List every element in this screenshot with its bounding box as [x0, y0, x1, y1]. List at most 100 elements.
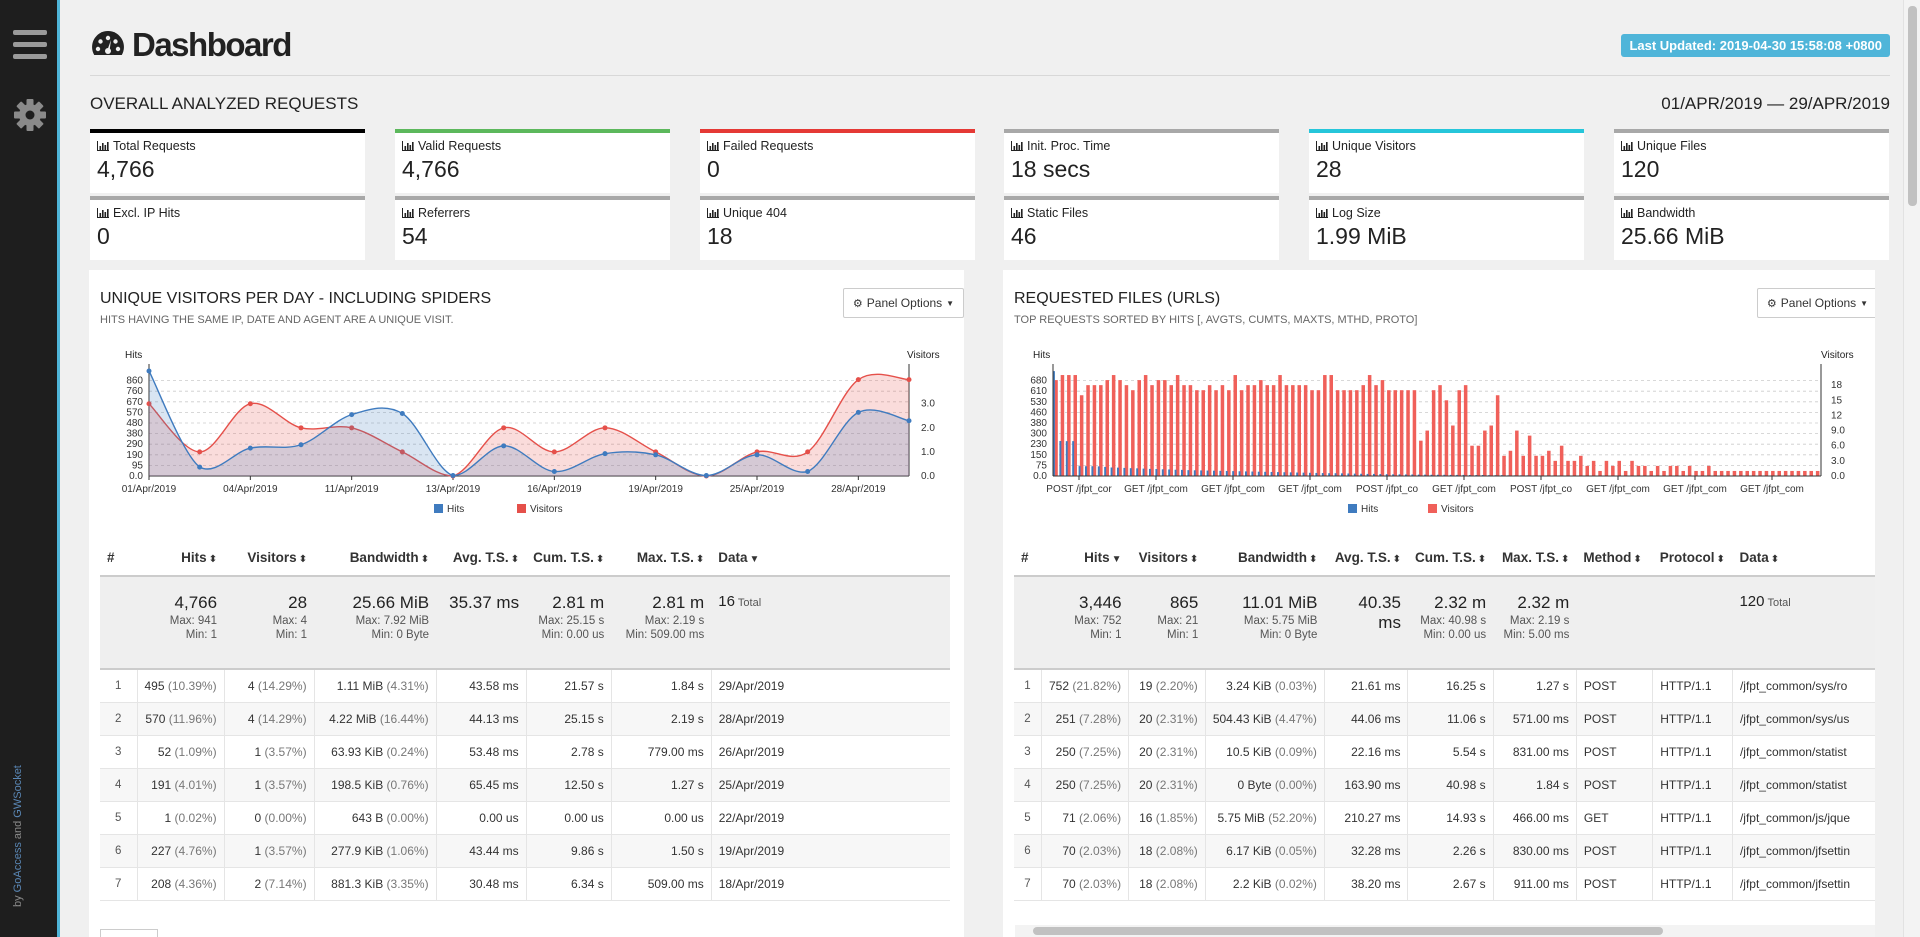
bar-visitors[interactable]: [1188, 385, 1193, 476]
bar-hits[interactable]: [1251, 471, 1254, 476]
bar-hits[interactable]: [1136, 468, 1139, 476]
bar-visitors[interactable]: [1553, 460, 1557, 476]
bar-hits[interactable]: [1283, 472, 1286, 476]
bar-hits[interactable]: [1289, 472, 1292, 476]
bar-visitors[interactable]: [1617, 460, 1621, 476]
bar-visitors[interactable]: [1521, 455, 1525, 476]
data-point[interactable]: [349, 425, 355, 431]
bar-visitors[interactable]: [1547, 450, 1551, 476]
data-point[interactable]: [653, 452, 659, 458]
table-row[interactable]: 6 227 (4.76%) 1 (3.57%) 277.9 KiB (1.06%) 43…: [100, 834, 951, 868]
data-point[interactable]: [247, 445, 253, 451]
bar-visitors[interactable]: [1604, 460, 1609, 476]
bar-visitors[interactable]: [1681, 470, 1685, 476]
requests-panel-options-button[interactable]: ⚙ Panel Options ▼: [1757, 288, 1875, 318]
bar-visitors[interactable]: [1111, 375, 1116, 476]
bar-visitors[interactable]: [1271, 385, 1276, 476]
bar-hits[interactable]: [1129, 468, 1132, 476]
bar-visitors[interactable]: [1508, 450, 1513, 476]
data-point[interactable]: [197, 449, 203, 455]
column-header[interactable]: Avg. T.S. ⬍: [436, 540, 527, 577]
table-row[interactable]: 7 208 (4.36%) 2 (7.14%) 881.3 KiB (3.35%) 30…: [100, 867, 951, 901]
data-point[interactable]: [501, 443, 507, 449]
bar-visitors[interactable]: [1342, 390, 1346, 476]
column-header[interactable]: Hits ⬍: [137, 540, 225, 577]
column-header[interactable]: Data ⬍: [1732, 540, 1875, 577]
bar-hits[interactable]: [1385, 474, 1388, 476]
bar-visitors[interactable]: [1201, 390, 1205, 476]
data-point[interactable]: [754, 452, 760, 458]
bar-visitors[interactable]: [1239, 390, 1244, 476]
bar-hits[interactable]: [1193, 470, 1196, 476]
bar-visitors[interactable]: [1073, 375, 1077, 476]
data-point[interactable]: [855, 377, 861, 383]
bar-visitors[interactable]: [1367, 375, 1372, 476]
bar-visitors[interactable]: [1463, 385, 1468, 476]
table-row[interactable]: 1 752 (21.82%) 19 (2.20%) 3.24 KiB (0.03%) 2…: [1014, 669, 1875, 703]
bar-hits[interactable]: [1257, 471, 1260, 476]
bar-hits[interactable]: [1200, 470, 1203, 476]
bar-visitors[interactable]: [1771, 470, 1775, 476]
bar-visitors[interactable]: [1566, 460, 1570, 476]
bar-hits[interactable]: [1085, 466, 1087, 476]
bar-visitors[interactable]: [1374, 385, 1378, 476]
bar-visitors[interactable]: [1355, 390, 1359, 476]
bar-visitors[interactable]: [1559, 445, 1564, 476]
bar-visitors[interactable]: [1425, 430, 1429, 476]
bar-visitors[interactable]: [1086, 385, 1090, 476]
bar-hits[interactable]: [1366, 473, 1369, 476]
bar-visitors[interactable]: [1687, 465, 1692, 476]
bar-visitors[interactable]: [1335, 390, 1340, 476]
bar-hits[interactable]: [1424, 474, 1427, 476]
data-point[interactable]: [703, 473, 709, 479]
bar-hits[interactable]: [1142, 468, 1145, 476]
bar-hits[interactable]: [1206, 470, 1209, 476]
bar-visitors[interactable]: [1534, 455, 1538, 476]
data-point[interactable]: [551, 469, 557, 475]
table-row[interactable]: 6 70 (2.03%) 18 (2.08%) 6.17 KiB (0.05%) 32.…: [1014, 834, 1875, 868]
bar-visitors[interactable]: [1726, 470, 1730, 476]
bar-visitors[interactable]: [1611, 465, 1615, 476]
data-point[interactable]: [450, 473, 456, 479]
bar-hits[interactable]: [1187, 470, 1190, 476]
data-point[interactable]: [501, 425, 507, 431]
bar-visitors[interactable]: [1598, 470, 1602, 476]
data-point[interactable]: [349, 412, 355, 418]
bar-visitors[interactable]: [1361, 385, 1365, 476]
bar-visitors[interactable]: [1131, 390, 1135, 476]
bar-visitors[interactable]: [1284, 385, 1289, 476]
bar-visitors[interactable]: [1419, 440, 1423, 476]
bar-visitors[interactable]: [1387, 390, 1391, 476]
bar-hits[interactable]: [1309, 472, 1311, 476]
bar-visitors[interactable]: [1745, 470, 1749, 476]
bar-visitors[interactable]: [1278, 375, 1282, 476]
bar-hits[interactable]: [1379, 474, 1382, 476]
bar-visitors[interactable]: [1233, 375, 1237, 476]
bar-hits[interactable]: [1392, 474, 1395, 476]
bar-visitors[interactable]: [1182, 385, 1186, 476]
bar-visitors[interactable]: [1623, 470, 1628, 476]
bar-visitors[interactable]: [1214, 390, 1218, 476]
data-point[interactable]: [197, 464, 203, 470]
bar-visitors[interactable]: [1175, 375, 1180, 476]
bar-visitors[interactable]: [1751, 470, 1756, 476]
data-point[interactable]: [602, 451, 608, 457]
bar-visitors[interactable]: [1655, 465, 1660, 476]
bar-visitors[interactable]: [1156, 380, 1161, 476]
bar-hits[interactable]: [1059, 440, 1062, 476]
bar-visitors[interactable]: [1099, 385, 1103, 476]
column-header[interactable]: Cum. T.S. ⬍: [1407, 540, 1494, 577]
bar-visitors[interactable]: [1572, 460, 1577, 476]
bar-hits[interactable]: [1328, 473, 1331, 476]
bar-visitors[interactable]: [1150, 385, 1154, 476]
bar-hits[interactable]: [1373, 473, 1375, 476]
bar-visitors[interactable]: [1777, 470, 1781, 476]
bar-hits[interactable]: [1360, 473, 1363, 476]
bar-visitors[interactable]: [1783, 470, 1788, 476]
bar-visitors[interactable]: [1393, 390, 1397, 476]
table-row[interactable]: 2 570 (11.96%) 4 (14.29%) 4.22 MiB (16.44%)…: [100, 702, 951, 736]
bar-hits[interactable]: [1238, 471, 1241, 476]
bar-hits[interactable]: [1110, 467, 1113, 476]
bar-visitors[interactable]: [1790, 470, 1794, 476]
vertical-scrollbar[interactable]: [1903, 0, 1920, 937]
